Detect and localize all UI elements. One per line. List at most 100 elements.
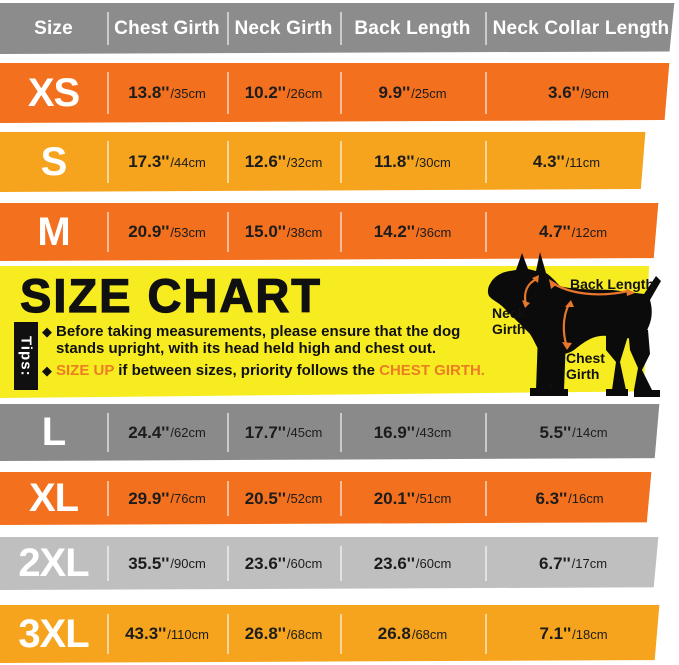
size-label: 2XL [18,541,89,585]
size-row-m: M 20.9''/53cm 15.0''/38cm 14.2''/36cm 4.… [0,203,659,261]
arrowhead-icon [626,288,635,296]
back-length-cm: /68cm [411,626,448,642]
chest-girth-value: 35.5'' [128,553,170,573]
column-divider [107,413,109,452]
neck-collar-cm: /14cm [572,425,608,440]
column-divider [340,12,342,45]
neck-collar-cm: /9cm [580,85,609,101]
column-divider [227,481,229,516]
arrowhead-icon [562,342,572,350]
column-divider [340,546,342,581]
size-row-2xl: 2XL 35.5''/90cm 23.6''/60cm 23.6''/60cm … [0,537,659,590]
column-divider [227,546,229,581]
column-divider [340,413,342,452]
arrowhead-icon [532,275,539,283]
column-divider [340,212,342,252]
back-length-cm: /51cm [415,491,452,506]
chest-girth-cm: /53cm [170,224,206,240]
neck-girth-value: 20.5'' [244,488,286,508]
size-label: S [40,139,68,184]
neck-collar-value: 7.1'' [539,624,572,643]
size-row-s: S 17.3''/44cm 12.6''/32cm 11.8''/30cm 4.… [0,132,646,192]
neck-collar-cm: /18cm [572,626,608,642]
column-header-neck-collar-length: Neck Collar Length [492,17,670,39]
back-length-arrow-icon [553,283,629,296]
neck-collar-value: 3.6'' [548,83,580,102]
column-divider [227,212,229,252]
back-length-value: 14.2'' [373,222,415,241]
back-length-diagram-label: Back Length [570,276,654,292]
tip1-line2: stands upright, with its head held high … [56,340,437,357]
column-header-size: Size [34,17,73,39]
size-row-xl: XL 29.9''/76cm 20.5''/52cm 20.1''/51cm 6… [0,472,652,525]
tips-text: ◆ Before taking measurements, please ens… [42,323,497,384]
column-divider [485,72,487,114]
column-divider [107,12,109,45]
back-length-value: 16.9'' [373,422,415,442]
neck-collar-cm: /17cm [571,556,608,571]
neck-collar-value: 4.7'' [538,222,571,241]
column-divider [485,212,487,252]
chest-girth-value: 29.9'' [128,488,170,508]
neck-girth-value: 10.2'' [244,83,286,102]
dog-front-leg [536,334,554,390]
back-length-cm: /30cm [415,154,451,170]
chest-girth-cm: /110cm [167,626,209,642]
back-length-cm: /60cm [415,556,452,571]
size-row-l: L 24.4''/62cm 17.7''/45cm 16.9''/43cm 5.… [0,404,660,461]
column-divider [340,141,342,183]
column-header-neck-girth: Neck Girth [234,17,333,39]
column-divider [485,546,487,581]
neck-collar-value: 4.3'' [532,152,565,171]
neck-collar-cm: /12cm [571,224,608,240]
size-label: 3XL [18,611,89,656]
neck-girth-value: 23.6'' [244,553,286,573]
back-length-value: 23.6'' [373,553,415,573]
tips-label: Tips: [17,335,35,377]
diamond-bullet-icon: ◆ [42,324,52,339]
chest-girth-cm: /76cm [170,491,206,506]
back-length-cm: /36cm [415,224,452,240]
dog-hind-leg [628,328,652,390]
column-divider [227,72,229,114]
neck-girth-value: 12.6'' [244,152,286,171]
column-divider [485,413,487,452]
column-divider [107,614,109,654]
chest-girth-cm: /90cm [170,556,206,571]
tip2-middle: if between sizes, priority follows the [114,362,380,379]
chest-girth-cm: /35cm [170,85,206,101]
size-row-3xl: 3XL 43.3''/110cm 26.8''/68cm 26.8/68cm 7… [0,605,660,663]
chest-girth-value: 20.9'' [128,222,170,241]
dog-hind-foot [606,389,628,396]
column-divider [340,614,342,654]
column-divider [107,212,109,252]
banner-title: SIZE CHART [19,268,322,322]
neck-girth-cm: /60cm [286,556,323,571]
size-label: XS [27,70,80,115]
chest-girth-value: 43.3'' [125,624,167,643]
neck-collar-value: 6.7'' [538,553,571,573]
column-divider [485,481,487,516]
tip2-chest-girth: CHEST GIRTH. [379,362,485,379]
column-divider [485,614,487,654]
back-length-value: 20.1'' [373,488,415,508]
chest-girth-cm: /62cm [170,425,206,440]
back-length-value: 26.8 [377,624,411,643]
dog-measurement-diagram: Back Length Neck Girth Chest Girth [487,252,661,397]
chest-girth-value: 13.8'' [128,83,170,102]
tip-2: ◆ SIZE UP if between sizes, priority fol… [42,362,497,379]
column-divider [227,141,229,183]
neck-girth-value: 17.7'' [244,422,286,442]
column-divider [227,413,229,452]
column-divider [107,72,109,114]
neck-collar-cm: /11cm [565,154,601,170]
neck-girth-cm: /68cm [286,626,323,642]
dog-silhouette [487,252,661,355]
arrowhead-icon [549,279,557,289]
dog-hind-foot [634,390,660,397]
table-header-row: Size Chest Girth Neck Girth Back Length … [0,3,675,54]
neck-girth-value: 15.0'' [244,222,286,241]
neck-girth-cm: /45cm [286,425,323,440]
dog-hind-leg [606,334,628,390]
